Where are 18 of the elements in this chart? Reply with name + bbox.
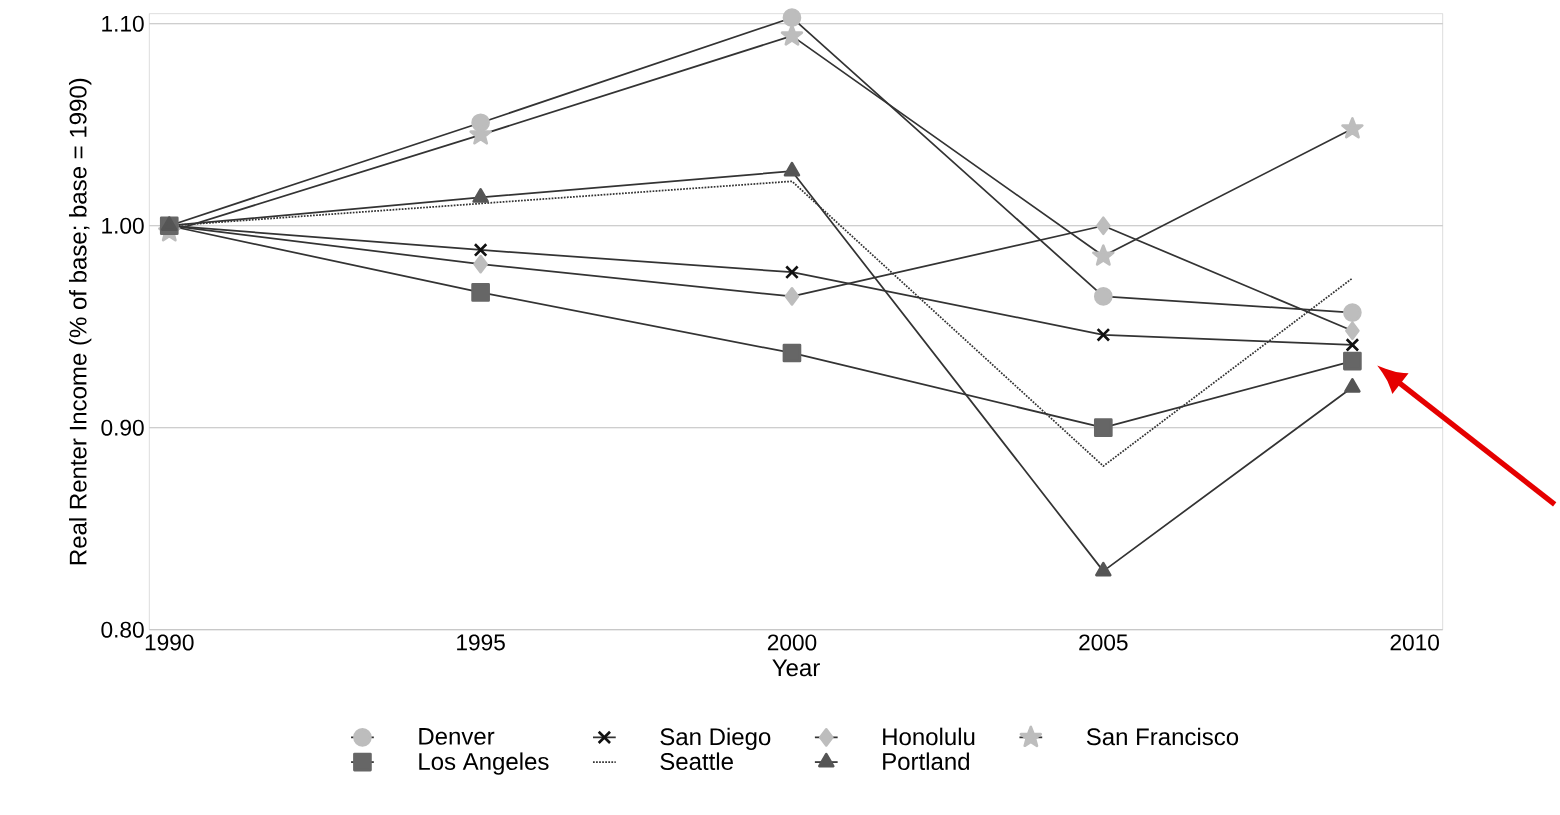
x-tick-label: 1990 (145, 634, 194, 651)
x-tick-label: 2000 (767, 634, 817, 651)
x-tick-label: 2010 (1390, 634, 1439, 651)
legend-label: Denver (419, 728, 495, 745)
x-tick-label: 2005 (1079, 634, 1128, 651)
legend-label: Honolulu (883, 727, 975, 746)
y-tick-label: 0.90 (101, 419, 144, 436)
x-axis-title: Year (772, 659, 820, 677)
y-tick-label: 1.00 (102, 217, 144, 234)
x-tick-label: 1995 (457, 634, 505, 651)
legend-label: Los Angeles (419, 752, 549, 775)
legend-label: San Francisco (1086, 727, 1239, 746)
legend-label: Portland (883, 752, 970, 771)
y-tick-label: 0.80 (101, 621, 144, 638)
legend-label: San Diego (660, 727, 771, 751)
legend-label: Seattle (660, 752, 733, 771)
y-axis-title: Real Renter Income (% of base; base = 1990) (68, 78, 92, 565)
y-tick-label: 1.10 (102, 15, 144, 32)
